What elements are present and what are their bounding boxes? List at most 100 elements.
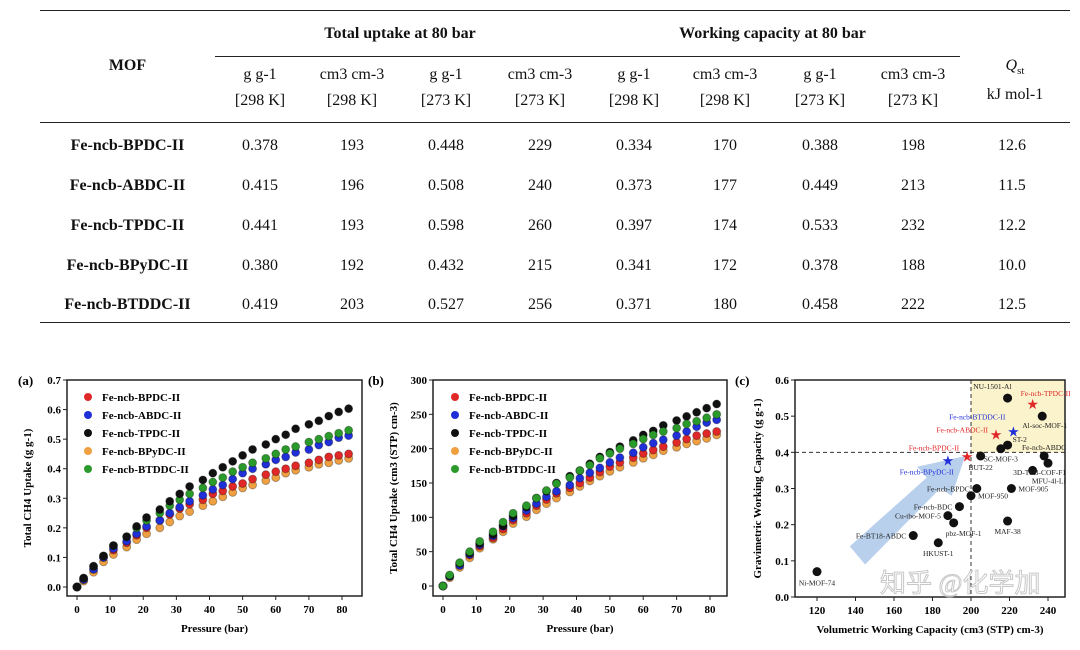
data-point	[291, 442, 301, 452]
y-tick-label: 0.6	[47, 405, 61, 417]
data-point	[108, 541, 118, 551]
data-point	[455, 558, 465, 568]
data-point	[304, 458, 314, 468]
plot-frame	[432, 379, 728, 597]
star-marker: ★	[942, 454, 955, 469]
data-point	[261, 470, 271, 480]
data-point	[324, 431, 334, 441]
unit-label: g g-1	[243, 66, 277, 83]
x-tick-label: 30	[538, 604, 550, 616]
data-point	[682, 419, 692, 429]
y-tick-label: 0.3	[47, 493, 61, 505]
data-point	[508, 508, 518, 518]
figure-panels: (a) 0 10 20 30 40 50 60 70 80 0.0 0.1 0.2 0.3 0.4 0.5 0.…	[18, 373, 1071, 636]
y-tick-label: 0	[422, 581, 428, 593]
point-label: HKUST-1	[923, 549, 954, 558]
data-point	[648, 438, 658, 448]
data-point	[1003, 516, 1013, 526]
unit-label: cm3 cm-3	[507, 66, 573, 83]
data-point	[1043, 458, 1053, 468]
data-point	[585, 460, 595, 470]
data-point	[628, 439, 638, 449]
legend-label: Fe-ncb-BPDC-II	[469, 392, 547, 404]
data-point	[445, 570, 455, 580]
legend-label: Fe-ncb-BTDDC-II	[469, 464, 556, 476]
data-point	[672, 416, 682, 426]
data-point	[198, 475, 208, 485]
temperature-label: [273 K]	[794, 92, 846, 109]
table-cell: 12.5	[998, 296, 1026, 313]
table-cell: 203	[340, 296, 364, 313]
chart-c: (c) 120 140 160 180 200 220 240 0.0 0.1 0.2 0.3 0.4 0…	[735, 373, 1071, 636]
legend-label: Fe-ncb-BPDC-II	[102, 392, 180, 404]
table-cell: 196	[340, 177, 364, 194]
data-point	[521, 501, 531, 511]
data-point	[954, 502, 964, 512]
data-point	[344, 404, 354, 414]
y-tick-label: 0.3	[775, 484, 789, 496]
mof-name: Fe-ncb-BPDC-II	[70, 137, 185, 154]
table-top-rule	[40, 10, 1070, 11]
star-label: Fe-ncb-BPyDC-II	[900, 467, 955, 476]
star-label: Fe-ncb-ABDC-II	[936, 426, 988, 435]
panel-label: (b)	[368, 373, 384, 388]
data-point	[314, 455, 324, 465]
y-tick-label: 200	[411, 444, 428, 456]
table-cell: 0.388	[802, 137, 838, 154]
data-point	[702, 403, 712, 413]
x-tick-label: 80	[337, 604, 349, 616]
table-cell: 10.0	[998, 257, 1026, 274]
data-point	[281, 444, 291, 454]
data-point	[271, 434, 281, 444]
table-cell: 232	[901, 217, 925, 234]
data-point	[943, 511, 953, 521]
unit-header: cm3 cm-3 [273 K]	[490, 62, 590, 114]
data-point	[712, 427, 722, 436]
data-point	[122, 532, 132, 542]
data-point	[551, 486, 561, 496]
data-point	[615, 453, 625, 463]
data-point	[155, 505, 165, 515]
qst-unit: kJ mol-1	[986, 86, 1044, 104]
chart-a: (a) 0 10 20 30 40 50 60 70 80 0.0 0.1 0.2 0.3 0.4 0.5 0.…	[18, 373, 363, 635]
group-header-rule	[215, 56, 960, 57]
x-axis-label: Pressure (bar)	[546, 623, 613, 635]
star-marker: ★	[1007, 425, 1020, 440]
unit-header: cm3 cm-3 [298 K]	[675, 62, 775, 114]
data-point	[142, 513, 152, 523]
data-point	[488, 527, 498, 537]
data-point	[692, 431, 702, 441]
data-point	[615, 444, 625, 454]
table-cell: 0.334	[616, 137, 652, 154]
data-point	[185, 496, 195, 506]
legend-marker	[451, 393, 459, 401]
data-point	[208, 496, 218, 506]
data-point	[658, 435, 668, 445]
x-tick-label: 50	[237, 604, 249, 616]
legend-marker	[84, 447, 92, 455]
point-label: Al-soc-MOF-1	[1022, 421, 1067, 430]
data-point	[324, 452, 334, 462]
temperature-label: [273 K]	[887, 92, 939, 109]
data-point	[271, 467, 281, 477]
temperature-label: [273 K]	[420, 92, 472, 109]
x-tick-label: 60	[270, 604, 282, 616]
table-cell: 0.378	[242, 137, 278, 154]
data-point	[89, 561, 99, 571]
table-cell: 0.432	[428, 257, 464, 274]
data-point	[908, 531, 918, 541]
table-cell: 222	[901, 296, 925, 313]
data-point	[551, 479, 561, 489]
data-point	[248, 474, 258, 484]
legend-marker	[451, 447, 459, 455]
legend-marker	[84, 411, 92, 419]
x-tick-label: 10	[105, 604, 117, 616]
point-label: Fe-ncb-ABDC	[1022, 443, 1066, 452]
data-point	[261, 453, 271, 463]
point-label: Fe-ncb-BPDC	[927, 485, 970, 494]
temperature-label: [273 K]	[514, 92, 566, 109]
data-point	[605, 448, 615, 458]
point-label: MOF-905	[1018, 485, 1048, 494]
data-point	[565, 480, 575, 490]
data-point	[465, 547, 475, 557]
